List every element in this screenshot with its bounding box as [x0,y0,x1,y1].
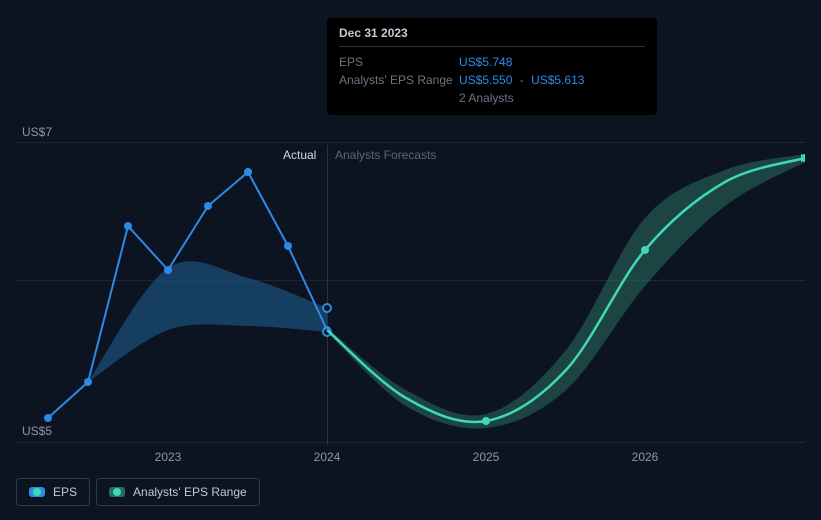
gridline-bottom [16,442,805,443]
tooltip-eps-label: EPS [339,55,459,69]
chart-svg [16,130,805,442]
legend-label-0: EPS [53,485,77,499]
tooltip-range-label: Analysts' EPS Range [339,73,459,87]
legend-item-1[interactable]: Analysts' EPS Range [96,478,260,506]
x-tick-3: 2026 [632,450,659,464]
chart-tooltip: Dec 31 2023 EPS US$5.748 Analysts' EPS R… [327,18,657,115]
tooltip-date: Dec 31 2023 [339,26,645,47]
eps-chart: US$7 US$5 Actual Analysts Forecasts 2023… [0,0,821,520]
legend-swatch-0 [29,487,45,497]
x-tick-1: 2024 [314,450,341,464]
tooltip-range-sep: - [520,73,524,87]
tooltip-eps-value: US$5.748 [459,55,512,69]
x-tick-0: 2023 [155,450,182,464]
plot-area[interactable] [16,130,805,442]
legend-item-0[interactable]: EPS [16,478,90,506]
tooltip-range-high: US$5.613 [531,73,584,87]
legend: EPS Analysts' EPS Range [16,478,260,506]
tooltip-range-low: US$5.550 [459,73,512,87]
x-tick-2: 2025 [473,450,500,464]
tooltip-analysts: 2 Analysts [459,89,645,107]
legend-label-1: Analysts' EPS Range [133,485,247,499]
legend-swatch-1 [109,487,125,497]
